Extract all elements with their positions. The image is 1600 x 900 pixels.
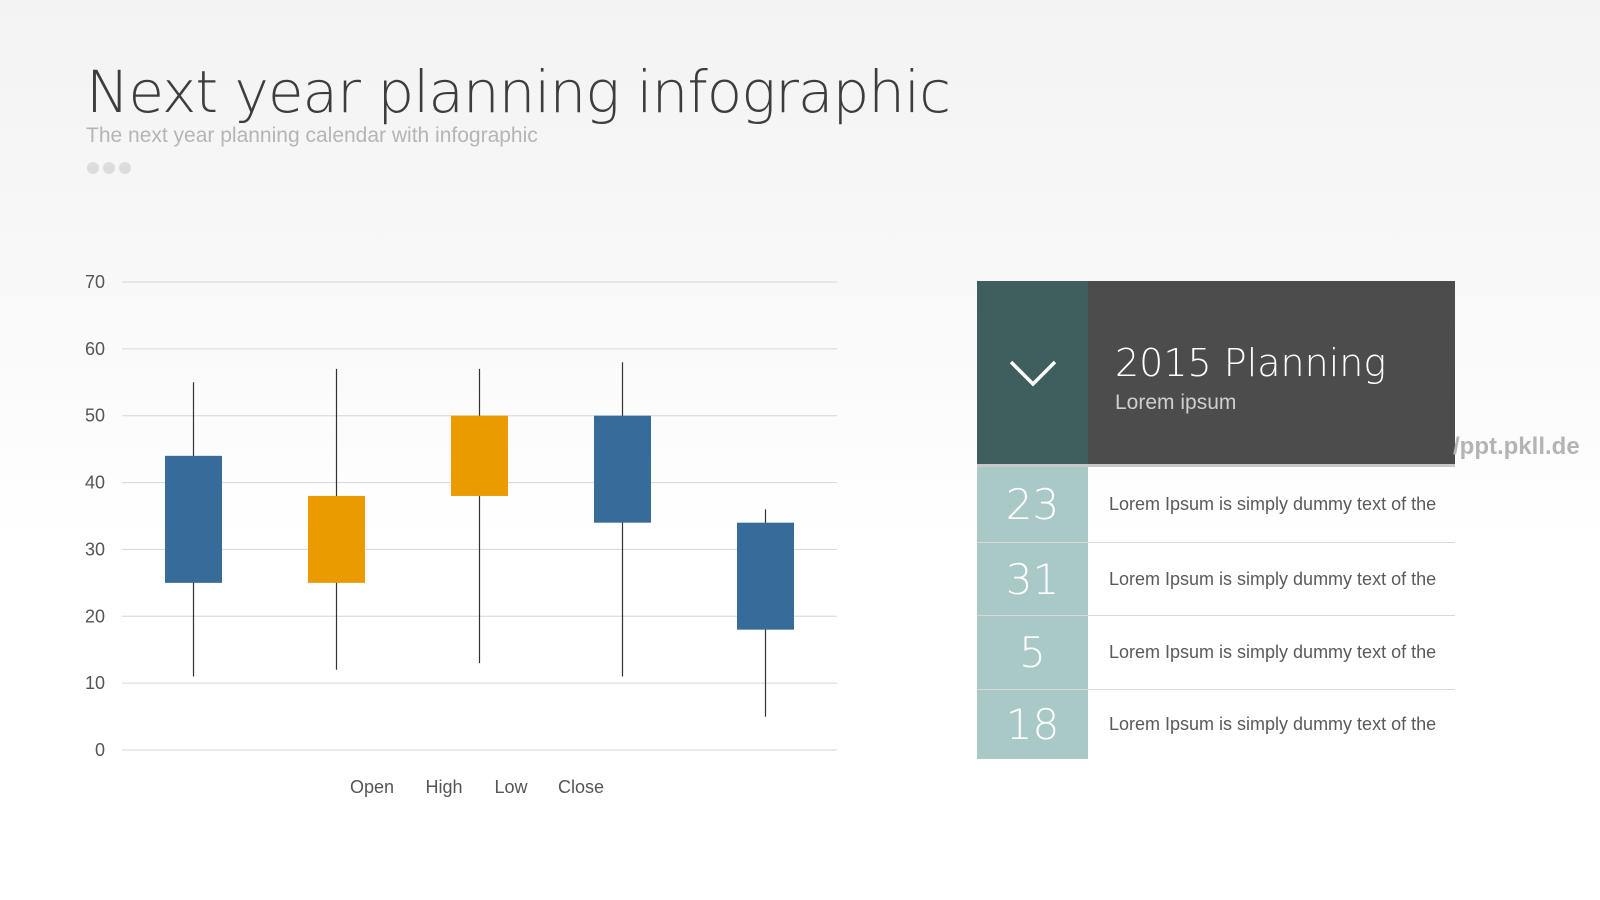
row-text: Lorem Ipsum is simply dummy text of the bbox=[1109, 568, 1437, 589]
dot bbox=[103, 162, 115, 174]
page-title: Next year planning infographic bbox=[86, 58, 951, 126]
candle-body bbox=[165, 455, 222, 583]
y-tick-label: 0 bbox=[95, 740, 105, 760]
panel-subtitle: Lorem ipsum bbox=[1115, 391, 1237, 414]
candle bbox=[165, 382, 222, 677]
page-subtitle: The next year planning calendar with inf… bbox=[86, 124, 538, 147]
y-tick-label: 40 bbox=[85, 473, 105, 493]
decorative-dots bbox=[87, 162, 131, 174]
candle bbox=[308, 368, 365, 670]
row-text: Lorem Ipsum is simply dummy text of the bbox=[1109, 494, 1437, 514]
chevron-down-icon bbox=[1009, 360, 1056, 386]
row-number: 18 bbox=[977, 690, 1088, 759]
row-text: Lorem Ipsum is simply dummy text of the bbox=[1109, 714, 1437, 734]
candle-body bbox=[451, 415, 508, 496]
dot bbox=[119, 162, 131, 174]
panel-header-text: 2015 Planning Lorem ipsum bbox=[1088, 281, 1455, 464]
dot bbox=[87, 162, 99, 174]
legend-label: Low bbox=[494, 777, 528, 797]
y-tick-label: 30 bbox=[85, 539, 105, 559]
panel-header: 2015 Planning Lorem ipsum bbox=[977, 281, 1455, 467]
y-tick-label: 10 bbox=[85, 673, 105, 693]
y-tick-label: 70 bbox=[85, 272, 105, 292]
panel-title: 2015 Planning bbox=[1115, 341, 1387, 385]
legend-label: Open bbox=[350, 777, 394, 797]
planning-panel: 2015 Planning Lorem ipsum 23 Lorem Ipsum… bbox=[977, 281, 1455, 759]
list-item: 18 Lorem Ipsum is simply dummy text of t… bbox=[977, 690, 1455, 759]
candle bbox=[451, 368, 508, 664]
row-text: Lorem Ipsum is simply dummy text of the bbox=[1109, 642, 1437, 662]
expand-toggle[interactable] bbox=[977, 281, 1088, 464]
candle-body bbox=[308, 495, 365, 583]
candle bbox=[737, 509, 794, 717]
legend-label: High bbox=[425, 777, 462, 797]
candle-body bbox=[737, 522, 794, 630]
candle bbox=[594, 362, 651, 677]
watermark: /ppt.pkll.de bbox=[1453, 433, 1580, 460]
list-item: 5 Lorem Ipsum is simply dummy text of th… bbox=[977, 616, 1455, 690]
legend-label: Close bbox=[558, 777, 604, 797]
row-number: 31 bbox=[977, 543, 1088, 615]
list-item: 23 Lorem Ipsum is simply dummy text of t… bbox=[977, 467, 1455, 543]
y-tick-label: 50 bbox=[85, 406, 105, 426]
row-number: 23 bbox=[977, 467, 1088, 542]
row-number: 5 bbox=[977, 616, 1088, 689]
list-item: 31 Lorem Ipsum is simply dummy text of t… bbox=[977, 543, 1455, 616]
candlestick-chart: 0 10 20 30 40 50 60 70 Open High Low Close bbox=[85, 272, 837, 797]
y-tick-label: 20 bbox=[85, 606, 105, 626]
candle-body bbox=[594, 415, 651, 523]
y-tick-label: 60 bbox=[85, 339, 105, 359]
